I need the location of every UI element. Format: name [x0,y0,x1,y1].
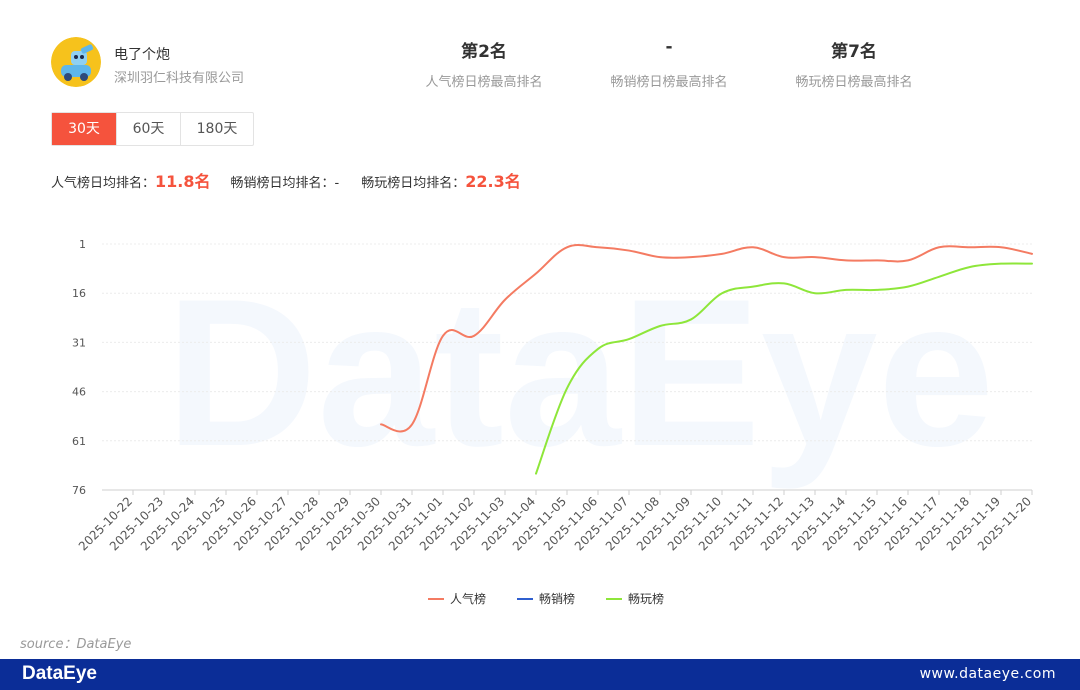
average-rank-stats: 人气榜日均排名： 11.8名 畅销榜日均排名： - 畅玩榜日均排名： 22.3名 [51,168,521,192]
most-played-best-rank: 第7名 畅玩榜日榜最高排名 [764,37,944,90]
stat-value: - [334,176,340,191]
period-tabs: 30天 60天 180天 [51,112,254,146]
legend-label: 畅玩榜 [628,591,664,606]
stat-value: 11.8名 [155,172,211,191]
footer-bar: DataEye www.dataeye.com [0,659,1080,690]
tab-180-days[interactable]: 180天 [196,121,238,137]
rank-value: 第2名 [461,42,507,62]
legend-label: 畅销榜 [539,591,575,606]
series-line-3 [535,262,1033,475]
app-header: 电了个炮 深圳羽仁科技有限公司 第2名 人气榜日榜最高排名 - 畅销榜日榜最高排… [0,0,1080,110]
rank-label: 畅销榜日榜最高排名 [610,75,728,90]
y-tick-label: 76 [72,484,86,497]
bestseller-best-rank: - 畅销榜日榜最高排名 [579,37,759,90]
app-icon [51,37,101,87]
stat-label: 人气榜日均排名： [51,176,156,191]
rank-label: 畅玩榜日榜最高排名 [795,75,913,90]
stat-value: 22.3名 [465,172,521,191]
y-tick-label: 16 [72,287,86,300]
y-tick-label: 61 [72,435,86,448]
tab-60-days[interactable]: 60天 [117,113,181,145]
rank-value: - [665,37,673,57]
popularity-average-rank: 人气榜日均排名： 11.8名 [51,168,211,192]
legend-label: 人气榜 [450,591,486,606]
chart-watermark: DataEye [166,255,995,490]
source-note: source：DataEye [20,637,132,652]
y-tick-label: 31 [72,336,86,349]
footer-logo: DataEye [22,663,97,684]
rank-trend-chart: DataEye116314661762025-10-222025-10-2320… [72,238,1034,606]
app-company: 深圳羽仁科技有限公司 [114,71,245,86]
most-played-average-rank: 畅玩榜日均排名： 22.3名 [361,168,521,192]
popularity-best-rank: 第2名 人气榜日榜最高排名 [394,37,574,90]
tab-30-days[interactable]: 30天 [52,113,117,145]
stat-label: 畅销榜日均排名： [230,176,335,191]
y-tick-label: 46 [72,386,86,399]
series-line-1 [380,244,1033,433]
y-tick-label: 1 [79,238,86,251]
app-name: 电了个炮 [114,47,170,63]
footer-url: www.dataeye.com [919,666,1056,682]
rank-value: 第7名 [831,42,877,62]
stat-label: 畅玩榜日均排名： [361,176,466,191]
rank-label: 人气榜日榜最高排名 [425,75,543,90]
bestseller-average-rank: 畅销榜日均排名： - [231,172,340,191]
